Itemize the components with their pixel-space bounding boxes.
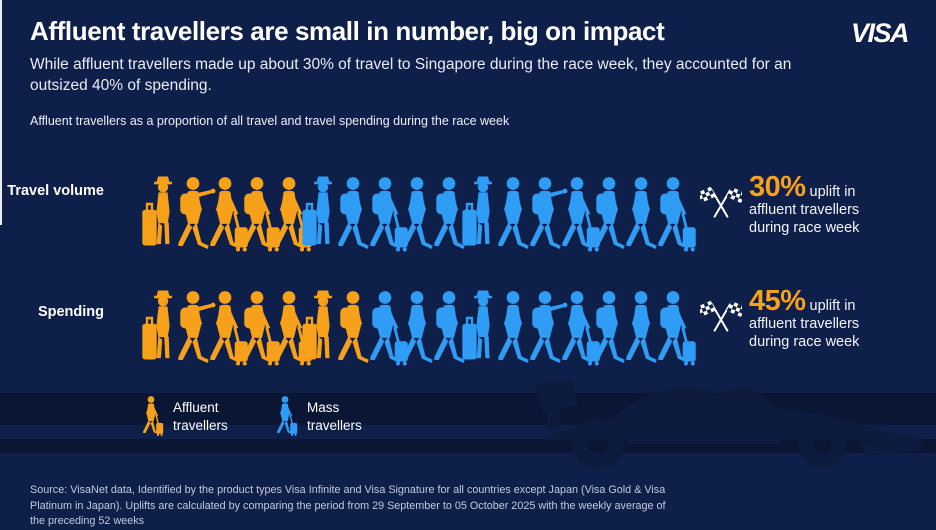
chart-axis-divider [0,0,2,225]
pictogram-figures-travel-volume [138,163,682,259]
legend-label-mass: Mass travellers [307,400,362,433]
callout-line1: uplift in [809,184,856,200]
mass-traveller-icon [272,395,298,440]
page-subtitle: While affluent travellers made up about … [30,56,792,94]
crossed-checkered-flags-icon [700,186,742,218]
legend-label-affluent: Affluent travellers [173,400,228,433]
legend-item-affluent: Affluent travellers [138,395,253,440]
callout-travel-volume: 30% uplift in affluent travellers during … [700,173,914,238]
pictogram-row-travel-volume: Travel volume 30% uplift in af [0,157,936,257]
callout-line1: uplift in [809,298,856,314]
pictogram-figures-spending [138,277,682,373]
legend-item-mass: Mass travellers [272,395,387,440]
visa-logo: VISA [850,18,910,48]
callout-line3: during race week [749,219,860,236]
callout-value: 45% [749,285,806,317]
row-label-spending: Spending [37,304,104,320]
callout-value: 30% [749,171,806,203]
callout-line2: affluent travellers [749,316,860,332]
affluent-traveller-icon [138,395,164,440]
chart-caption: Affluent travellers as a proportion of a… [30,114,510,128]
pictogram-row-spending: Spending 45% uplift in affluen [0,271,936,371]
callout-spending: 45% uplift in affluent travellers during … [700,287,914,352]
callout-line2: affluent travellers [749,202,860,218]
crossed-checkered-flags-icon [700,300,742,332]
row-label-travel-volume: Travel volume [7,183,104,199]
callout-line3: during race week [749,333,860,350]
mass-traveller-icon [650,171,696,259]
f1-car-silhouette [534,379,922,470]
mass-traveller-icon [650,285,696,373]
source-note: Source: VisaNet data, Identified by the … [30,484,666,528]
page-title: Affluent travellers are small in number,… [30,16,665,46]
